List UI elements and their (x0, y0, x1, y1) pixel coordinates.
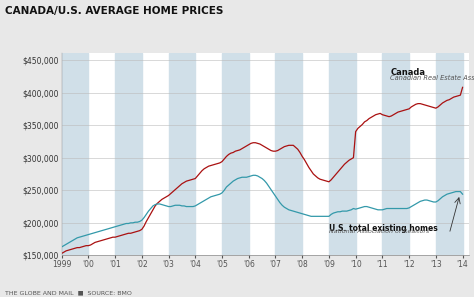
Text: U.S. total existing homes: U.S. total existing homes (329, 224, 438, 233)
Bar (329, 53, 356, 255)
Bar (275, 53, 302, 255)
Bar (436, 53, 463, 255)
Text: THE GLOBE AND MAIL  ■  SOURCE: BMO: THE GLOBE AND MAIL ■ SOURCE: BMO (5, 290, 132, 296)
Bar (383, 53, 409, 255)
Text: CANADA/U.S. AVERAGE HOME PRICES: CANADA/U.S. AVERAGE HOME PRICES (5, 6, 223, 16)
Text: Canada: Canada (391, 68, 425, 78)
Bar (222, 53, 249, 255)
Text: National Association of Realtors: National Association of Realtors (329, 229, 429, 234)
Bar (62, 53, 88, 255)
Bar (169, 53, 195, 255)
Bar (115, 53, 142, 255)
Text: Canadian Real Estate Association: Canadian Real Estate Association (391, 75, 474, 81)
